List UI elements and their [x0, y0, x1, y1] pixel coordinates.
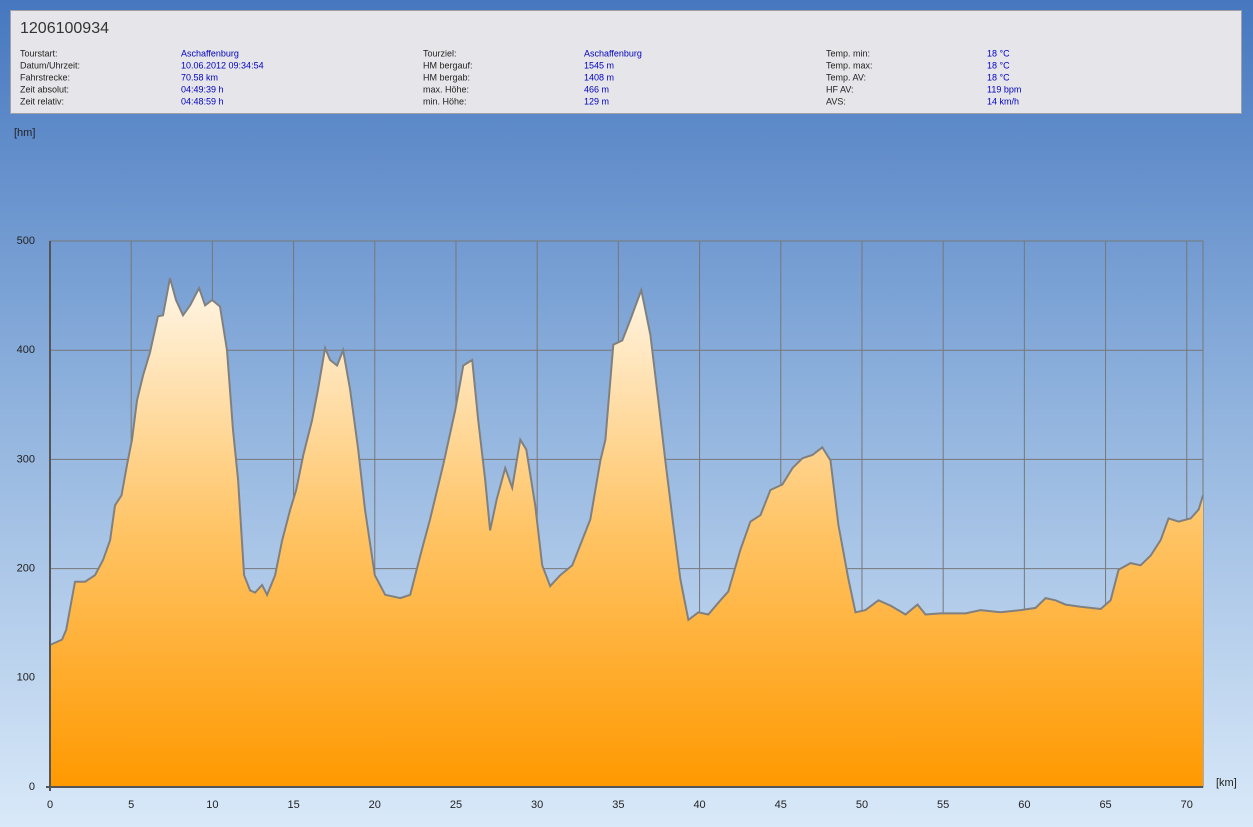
- x-tick-label: 0: [47, 799, 53, 811]
- x-tick-label: 30: [531, 799, 543, 811]
- field-label: Tourstart:: [20, 48, 58, 58]
- y-tick-label: 100: [17, 672, 35, 684]
- y-tick-label: 400: [17, 344, 35, 356]
- x-tick-label: 60: [1018, 799, 1030, 811]
- field-label: min. Höhe:: [423, 96, 467, 106]
- y-axis-label: [hm]: [14, 127, 35, 139]
- x-tick-label: 50: [856, 799, 868, 811]
- elevation-line: [49, 277, 1204, 646]
- field-label: AVS:: [826, 96, 846, 106]
- field-value: 14 km/h: [987, 96, 1019, 106]
- field-label: HM bergauf:: [423, 60, 473, 70]
- field-value: 119 bpm: [987, 84, 1021, 94]
- field-label: Zeit relativ:: [20, 96, 64, 106]
- field-label: Temp. min:: [826, 48, 870, 58]
- x-tick-label: 45: [775, 799, 787, 811]
- field-value: 18 °C: [987, 72, 1010, 82]
- field-label: Tourziel:: [423, 48, 457, 58]
- x-tick-label: 65: [1099, 799, 1111, 811]
- tour-title: 1206100934: [20, 20, 109, 37]
- field-label: Datum/Uhrzeit:: [20, 60, 80, 70]
- field-label: Fahrstrecke:: [20, 72, 70, 82]
- field-value: Aschaffenburg: [584, 48, 642, 58]
- x-tick-label: 55: [937, 799, 949, 811]
- x-tick-label: 70: [1181, 799, 1193, 811]
- x-tick-label: 20: [369, 799, 381, 811]
- elevation-area: [50, 278, 1203, 787]
- field-value: 70.58 km: [181, 72, 218, 82]
- y-tick-label: 500: [17, 235, 35, 247]
- field-value: 466 m: [584, 84, 609, 94]
- x-tick-label: 25: [450, 799, 462, 811]
- field-value: 18 °C: [987, 60, 1010, 70]
- field-value: 1408 m: [584, 72, 614, 82]
- x-axis-label: [km]: [1216, 777, 1237, 789]
- x-tick-label: 15: [287, 799, 299, 811]
- x-tick-label: 10: [206, 799, 218, 811]
- y-tick-label: 200: [17, 563, 35, 575]
- info-panel: [10, 10, 1242, 114]
- field-label: max. Höhe:: [423, 84, 469, 94]
- field-value: 18 °C: [987, 48, 1010, 58]
- field-value: Aschaffenburg: [181, 48, 239, 58]
- field-value: 10.06.2012 09:34:54: [181, 60, 264, 70]
- field-value: 04:49:39 h: [181, 84, 224, 94]
- x-tick-label: 35: [612, 799, 624, 811]
- field-value: 129 m: [584, 96, 609, 106]
- field-label: Zeit absolut:: [20, 84, 69, 94]
- y-tick-label: 300: [17, 453, 35, 465]
- x-tick-label: 40: [693, 799, 705, 811]
- field-label: HF AV:: [826, 84, 854, 94]
- field-label: Temp. max:: [826, 60, 873, 70]
- x-tick-label: 5: [128, 799, 134, 811]
- field-label: Temp. AV:: [826, 72, 866, 82]
- field-value: 04:48:59 h: [181, 96, 224, 106]
- y-tick-label: 0: [29, 781, 35, 793]
- field-label: HM bergab:: [423, 72, 470, 82]
- field-value: 1545 m: [584, 60, 614, 70]
